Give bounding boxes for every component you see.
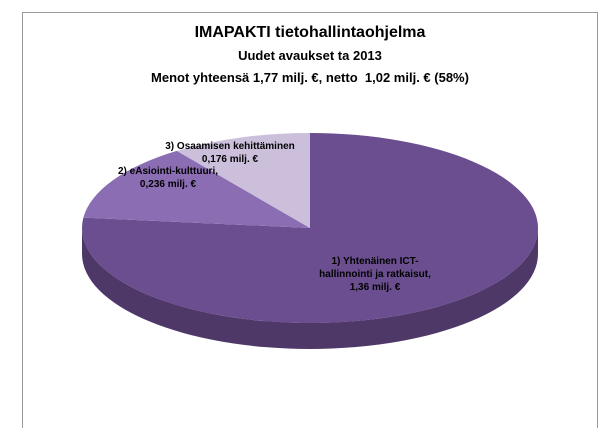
slice-label: 1) Yhtenäinen ICT-hallinnointi ja ratkai… — [310, 255, 440, 294]
pie-side — [82, 228, 538, 349]
slice-label: 3) Osaamisen kehittäminen 0,176 milj. € — [150, 140, 310, 166]
pie-slice — [176, 133, 310, 228]
slice-value: 0,176 milj. € — [201, 154, 259, 165]
slice-category: 1) Yhtenäinen ICT-hallinnointi ja ratkai… — [319, 256, 431, 280]
slice-label: 2) eAsiointi-kulttuuri, 0,236 milj. € — [118, 165, 218, 191]
pie-slice — [82, 133, 539, 323]
slice-category: 3) Osaamisen kehittäminen — [165, 141, 295, 152]
chart-subtitle: Menot yhteensä 1,77 milj. €, netto 1,02 … — [151, 70, 469, 85]
pie-slice — [83, 150, 311, 228]
slice-value: 0,236 milj. € — [139, 179, 197, 190]
chart-frame — [22, 12, 598, 428]
slice-category: 2) eAsiointi-kulttuuri, — [118, 166, 218, 177]
chart-title: IMAPAKTI tietohallintaohjelma — [194, 24, 426, 41]
chart-subtitle: Uudet avaukset ta 2013 — [238, 48, 382, 63]
slice-value: 1,36 milj. € — [349, 282, 401, 293]
